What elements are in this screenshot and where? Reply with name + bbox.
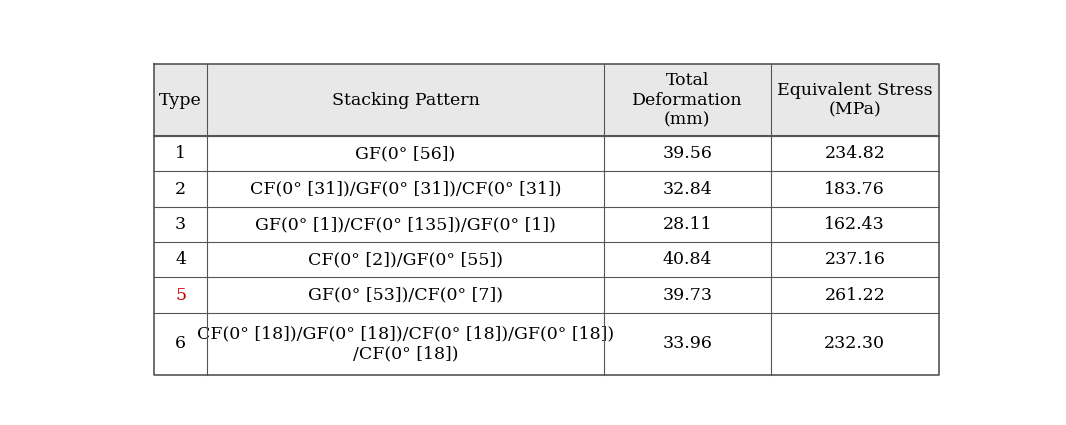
Bar <box>154 207 207 242</box>
Bar <box>154 136 207 171</box>
Text: 237.16: 237.16 <box>824 251 885 268</box>
Bar <box>207 242 603 278</box>
Text: 183.76: 183.76 <box>824 181 885 198</box>
Text: CF(0° [2])/GF(0° [55]): CF(0° [2])/GF(0° [55]) <box>308 251 503 268</box>
Bar <box>207 207 603 242</box>
Text: 5: 5 <box>175 286 187 303</box>
Text: 261.22: 261.22 <box>824 286 885 303</box>
Text: 28.11: 28.11 <box>662 216 712 233</box>
Bar <box>603 242 771 278</box>
Text: Total
Deformation
(mm): Total Deformation (mm) <box>632 72 743 128</box>
Text: 33.96: 33.96 <box>662 335 712 352</box>
Bar <box>154 171 207 207</box>
Bar <box>603 171 771 207</box>
Bar <box>771 313 939 375</box>
Bar <box>771 278 939 313</box>
Bar <box>207 64 603 136</box>
Text: 32.84: 32.84 <box>662 181 712 198</box>
Bar <box>207 278 603 313</box>
Bar <box>207 313 603 375</box>
Text: 6: 6 <box>175 335 187 352</box>
Bar <box>154 313 207 375</box>
Text: 2: 2 <box>175 181 187 198</box>
Text: 234.82: 234.82 <box>824 145 885 162</box>
Bar <box>603 136 771 171</box>
Text: 39.73: 39.73 <box>662 286 712 303</box>
Text: 39.56: 39.56 <box>662 145 712 162</box>
Text: 40.84: 40.84 <box>662 251 712 268</box>
Bar <box>771 136 939 171</box>
Text: 162.43: 162.43 <box>824 216 885 233</box>
Bar <box>154 64 207 136</box>
Bar <box>771 64 939 136</box>
Bar <box>154 278 207 313</box>
Text: GF(0° [1])/CF(0° [135])/GF(0° [1]): GF(0° [1])/CF(0° [135])/GF(0° [1]) <box>255 216 555 233</box>
Bar <box>207 171 603 207</box>
Text: 1: 1 <box>175 145 187 162</box>
Bar <box>603 207 771 242</box>
Bar <box>603 313 771 375</box>
Text: GF(0° [56]): GF(0° [56]) <box>355 145 455 162</box>
Bar <box>603 64 771 136</box>
Bar <box>603 278 771 313</box>
Text: CF(0° [31])/GF(0° [31])/CF(0° [31]): CF(0° [31])/GF(0° [31])/CF(0° [31]) <box>249 181 561 198</box>
Bar <box>154 242 207 278</box>
Text: Equivalent Stress
(MPa): Equivalent Stress (MPa) <box>777 82 933 119</box>
Text: CF(0° [18])/GF(0° [18])/CF(0° [18])/GF(0° [18])
/CF(0° [18]): CF(0° [18])/GF(0° [18])/CF(0° [18])/GF(0… <box>197 326 614 362</box>
Bar <box>207 136 603 171</box>
Text: 4: 4 <box>175 251 187 268</box>
Text: Stacking Pattern: Stacking Pattern <box>332 92 480 109</box>
Bar <box>771 242 939 278</box>
Text: 232.30: 232.30 <box>824 335 885 352</box>
Bar <box>771 207 939 242</box>
Bar <box>771 171 939 207</box>
Text: GF(0° [53])/CF(0° [7]): GF(0° [53])/CF(0° [7]) <box>308 286 503 303</box>
Text: 3: 3 <box>175 216 187 233</box>
Text: Type: Type <box>159 92 201 109</box>
